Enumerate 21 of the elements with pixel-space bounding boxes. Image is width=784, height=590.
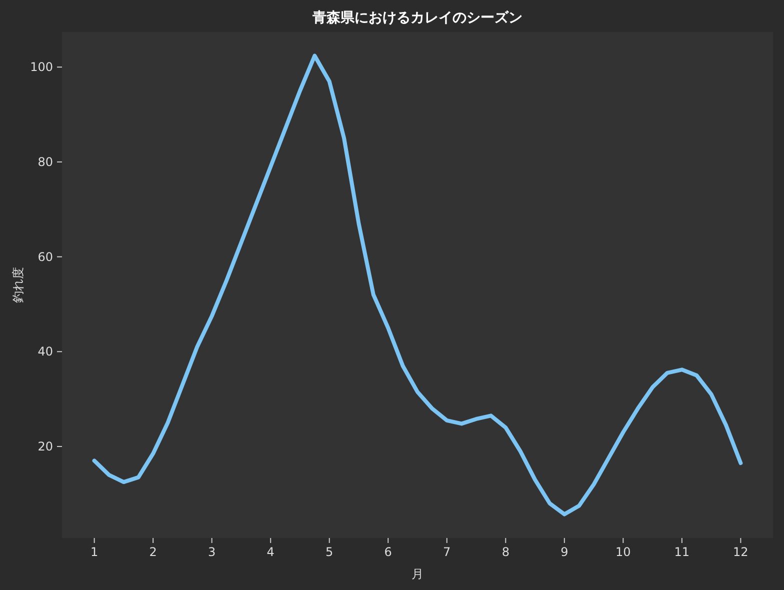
x-tick-label: 7 xyxy=(443,545,451,559)
x-tick-label: 9 xyxy=(560,545,568,559)
y-axis-title: 釣れ度 xyxy=(11,267,25,303)
x-tick-label: 12 xyxy=(733,545,748,559)
y-tick-label: 60 xyxy=(38,250,53,264)
x-tick-label: 10 xyxy=(616,545,631,559)
y-tick-label: 100 xyxy=(30,60,53,74)
x-tick-label: 6 xyxy=(384,545,392,559)
x-tick-label: 1 xyxy=(90,545,98,559)
y-tick-label: 80 xyxy=(38,154,53,169)
y-tick-label: 20 xyxy=(38,439,53,454)
line-series xyxy=(92,54,743,516)
x-tick-label: 2 xyxy=(149,545,157,559)
x-axis-title: 月 xyxy=(412,567,424,581)
y-tick-label: 40 xyxy=(38,344,53,359)
x-tick-label: 11 xyxy=(674,545,690,559)
x-tick-label: 4 xyxy=(266,545,274,559)
x-tick-label: 3 xyxy=(208,545,216,559)
x-tick-label: 5 xyxy=(326,545,334,559)
chart-title: 青森県におけるカレイのシーズン xyxy=(312,10,522,26)
x-tick-label: 8 xyxy=(502,545,510,559)
